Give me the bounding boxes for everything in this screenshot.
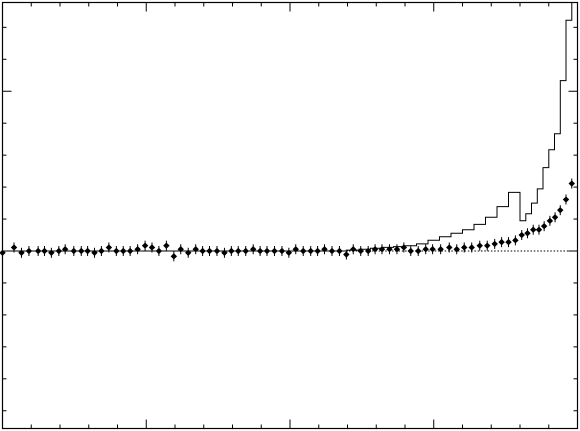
data-point — [199, 246, 206, 256]
data-point — [292, 244, 299, 255]
data-point — [256, 246, 264, 256]
data-point — [278, 246, 286, 256]
data-point — [557, 205, 564, 216]
data-point — [285, 247, 293, 258]
data-point — [105, 242, 113, 253]
data-point — [170, 251, 178, 262]
data-point — [91, 247, 98, 258]
data-point — [321, 244, 328, 255]
data-point — [568, 178, 575, 189]
data-point — [148, 242, 156, 253]
data-point — [177, 244, 184, 255]
data-point — [271, 246, 278, 256]
data-point — [25, 246, 33, 256]
data-point — [18, 247, 25, 258]
data-point — [155, 246, 163, 256]
data-point — [141, 240, 149, 251]
data-point — [328, 246, 336, 256]
data-point — [221, 247, 228, 258]
data-point — [113, 246, 120, 256]
data-point — [98, 246, 105, 256]
data-point — [34, 246, 42, 256]
data-point — [498, 237, 505, 248]
data-point — [422, 244, 429, 255]
data-point — [512, 235, 519, 246]
data-point — [535, 224, 543, 235]
data-point — [540, 221, 548, 232]
data-point — [350, 244, 357, 255]
data-points — [0, 178, 575, 262]
data-point — [192, 244, 199, 255]
data-point — [491, 238, 498, 249]
data-point — [336, 246, 343, 256]
data-point — [429, 244, 436, 255]
data-point — [235, 246, 242, 256]
data-point — [378, 244, 386, 255]
data-point — [505, 237, 512, 248]
data-point — [126, 246, 134, 256]
data-point — [562, 194, 570, 205]
data-point — [0, 247, 6, 258]
data-point — [48, 247, 55, 258]
data-point — [213, 246, 221, 256]
data-point — [134, 244, 141, 255]
data-point — [371, 244, 379, 255]
data-point — [437, 244, 444, 255]
data-point — [393, 244, 401, 255]
data-point — [530, 224, 537, 235]
data-point — [407, 246, 414, 256]
data-point — [415, 246, 422, 256]
data-point — [78, 246, 85, 256]
data-point — [206, 246, 213, 256]
data-point — [263, 246, 271, 256]
data-point — [546, 215, 554, 226]
data-point — [300, 246, 307, 256]
data-point — [10, 242, 18, 253]
data-point — [120, 246, 127, 256]
data-point — [461, 242, 468, 253]
data-point — [446, 242, 453, 253]
data-point — [551, 212, 559, 223]
data-point — [524, 228, 531, 239]
data-point — [314, 246, 321, 256]
data-point — [386, 244, 393, 255]
data-point — [250, 244, 257, 255]
data-point — [476, 240, 483, 251]
data-point — [518, 230, 525, 241]
data-point — [55, 246, 63, 256]
data-point — [84, 246, 91, 256]
data-point — [365, 246, 372, 256]
histogram-step-line — [2, 2, 578, 252]
data-point — [307, 246, 314, 256]
data-point — [163, 240, 170, 251]
data-point — [70, 246, 77, 256]
data-point — [357, 246, 364, 256]
data-point — [61, 244, 69, 255]
data-point — [343, 249, 350, 260]
data-point — [453, 244, 460, 255]
data-point — [468, 242, 475, 253]
data-point — [400, 242, 408, 253]
data-point — [185, 247, 192, 258]
data-point — [41, 246, 48, 256]
data-point — [242, 246, 249, 256]
data-point — [484, 240, 491, 251]
data-point — [228, 246, 235, 256]
